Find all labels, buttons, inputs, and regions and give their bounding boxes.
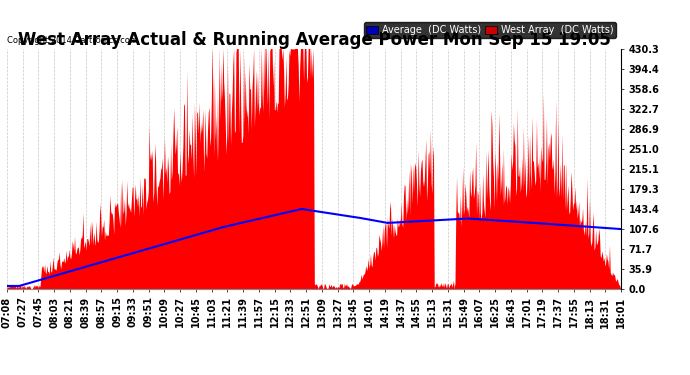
- Title: West Array Actual & Running Average Power Mon Sep 15 19:05: West Array Actual & Running Average Powe…: [17, 31, 611, 49]
- Legend: Average  (DC Watts), West Array  (DC Watts): Average (DC Watts), West Array (DC Watts…: [364, 22, 616, 38]
- Text: Copyright 2014 Cartronics.com: Copyright 2014 Cartronics.com: [7, 36, 138, 45]
